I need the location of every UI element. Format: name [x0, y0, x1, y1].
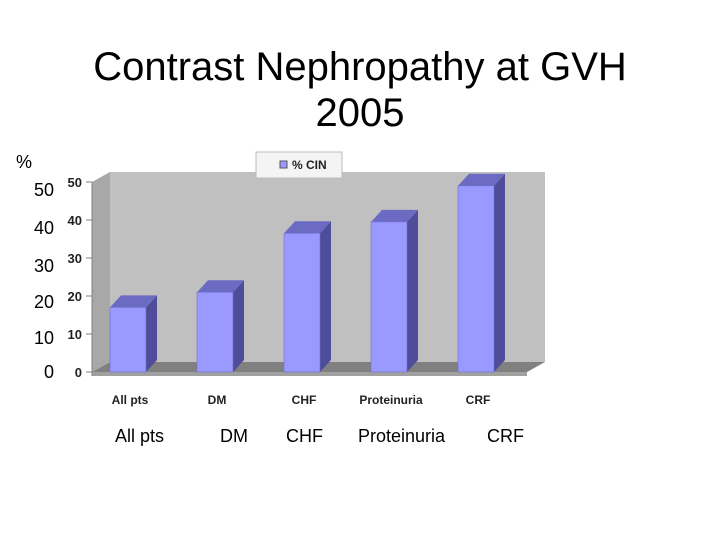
legend: % CIN [255, 151, 343, 179]
chart-title: Contrast Nephropathy at GVH 2005 [0, 44, 720, 136]
bars [109, 173, 505, 373]
bar-side [320, 221, 331, 372]
y-tick-label: 20 [68, 289, 82, 304]
y-tick-outer: 40 [33, 218, 54, 238]
x-label-outer: CRF [487, 426, 524, 446]
legend-swatch [279, 160, 288, 169]
bar-top [458, 173, 505, 186]
y-tick-outer: 0 [43, 362, 54, 382]
bar [370, 221, 408, 373]
bar [457, 185, 495, 373]
x-label-outer: All pts [115, 426, 165, 446]
bar-side [146, 295, 157, 372]
y-tick-label: 10 [68, 327, 82, 342]
y-tick-outer: 30 [33, 256, 54, 276]
x-tick-label: DM [208, 393, 227, 407]
x-label-outer: Proteinuria [358, 426, 446, 446]
bar-top [197, 280, 244, 293]
y-tick-label: 30 [68, 251, 82, 266]
x-tick-label: CRF [466, 393, 491, 407]
legend-box [255, 151, 343, 179]
y-tick-outer: 50 [33, 180, 54, 200]
inner-y-ticks: 0 10 20 30 40 50 [68, 175, 92, 380]
legend-label: % CIN [292, 158, 327, 172]
bar-top [110, 295, 157, 308]
floor-edge [92, 372, 527, 376]
bar-top [284, 221, 331, 234]
y-unit-label: % [16, 152, 33, 172]
x-label-outer: CHF [286, 426, 323, 446]
title-line-1: Contrast Nephropathy at GVH [93, 45, 627, 89]
inner-x-labels: All pts DM CHF Proteinuria CRF [112, 393, 491, 407]
bar [109, 307, 147, 373]
bar [283, 233, 321, 373]
y-tick-outer: 10 [33, 328, 54, 348]
y-tick-label: 40 [68, 213, 82, 228]
y-tick-label: 0 [75, 365, 82, 380]
x-tick-label: Proteinuria [359, 393, 423, 407]
x-label-outer: DM [220, 426, 248, 446]
bar-side [494, 173, 505, 372]
y-tick-label: 50 [68, 175, 82, 190]
bar-side [407, 209, 418, 372]
x-tick-label: All pts [112, 393, 149, 407]
bar [196, 291, 234, 373]
title-line-2: 2005 [315, 91, 405, 135]
bar-side [233, 280, 244, 372]
side-wall [92, 172, 110, 372]
y-tick-outer: 20 [33, 292, 54, 312]
x-tick-label: CHF [292, 393, 317, 407]
bar-top [371, 209, 418, 222]
